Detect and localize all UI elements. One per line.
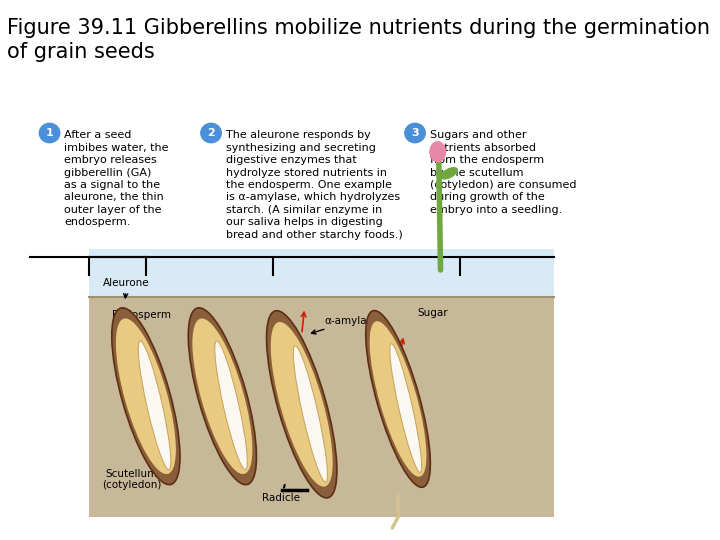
Text: After a seed
imbibes water, the
embryo releases
gibberellin (GA)
as a signal to : After a seed imbibes water, the embryo r… bbox=[64, 130, 168, 227]
Ellipse shape bbox=[112, 308, 180, 485]
Ellipse shape bbox=[215, 341, 248, 470]
Text: Scutellum
(cotyledon): Scutellum (cotyledon) bbox=[102, 469, 161, 490]
Ellipse shape bbox=[271, 322, 333, 487]
Circle shape bbox=[40, 123, 60, 143]
FancyBboxPatch shape bbox=[89, 248, 554, 297]
Ellipse shape bbox=[266, 310, 337, 498]
Text: α-amylase: α-amylase bbox=[312, 316, 379, 334]
Text: 1: 1 bbox=[45, 128, 53, 138]
Ellipse shape bbox=[390, 344, 422, 472]
Ellipse shape bbox=[429, 141, 446, 163]
Text: 3: 3 bbox=[411, 128, 419, 138]
Ellipse shape bbox=[293, 346, 328, 482]
Ellipse shape bbox=[440, 167, 458, 180]
Text: GA: GA bbox=[215, 421, 230, 431]
Text: The aleurone responds by
synthesizing and secreting
digestive enzymes that
hydro: The aleurone responds by synthesizing an… bbox=[226, 130, 402, 240]
Text: Radicle: Radicle bbox=[262, 485, 300, 503]
Text: Figure 39.11 Gibberellins mobilize nutrients during the germination
of grain see: Figure 39.11 Gibberellins mobilize nutri… bbox=[7, 17, 710, 62]
Text: Aleurone: Aleurone bbox=[104, 278, 150, 298]
Text: Sugars and other
nutrients absorbed
from the endosperm
by the scutellum
(cotyled: Sugars and other nutrients absorbed from… bbox=[430, 130, 576, 215]
Ellipse shape bbox=[369, 321, 426, 477]
Ellipse shape bbox=[138, 341, 171, 470]
Circle shape bbox=[405, 123, 426, 143]
Ellipse shape bbox=[189, 308, 256, 485]
Text: Sugar: Sugar bbox=[418, 308, 449, 318]
Text: 2: 2 bbox=[207, 128, 215, 138]
Circle shape bbox=[201, 123, 221, 143]
Text: Endosperm: Endosperm bbox=[112, 310, 171, 341]
Ellipse shape bbox=[192, 319, 253, 474]
Text: GA: GA bbox=[217, 367, 233, 377]
Ellipse shape bbox=[366, 310, 431, 487]
Text: Water: Water bbox=[130, 414, 161, 433]
FancyBboxPatch shape bbox=[89, 248, 554, 517]
Ellipse shape bbox=[116, 319, 176, 474]
